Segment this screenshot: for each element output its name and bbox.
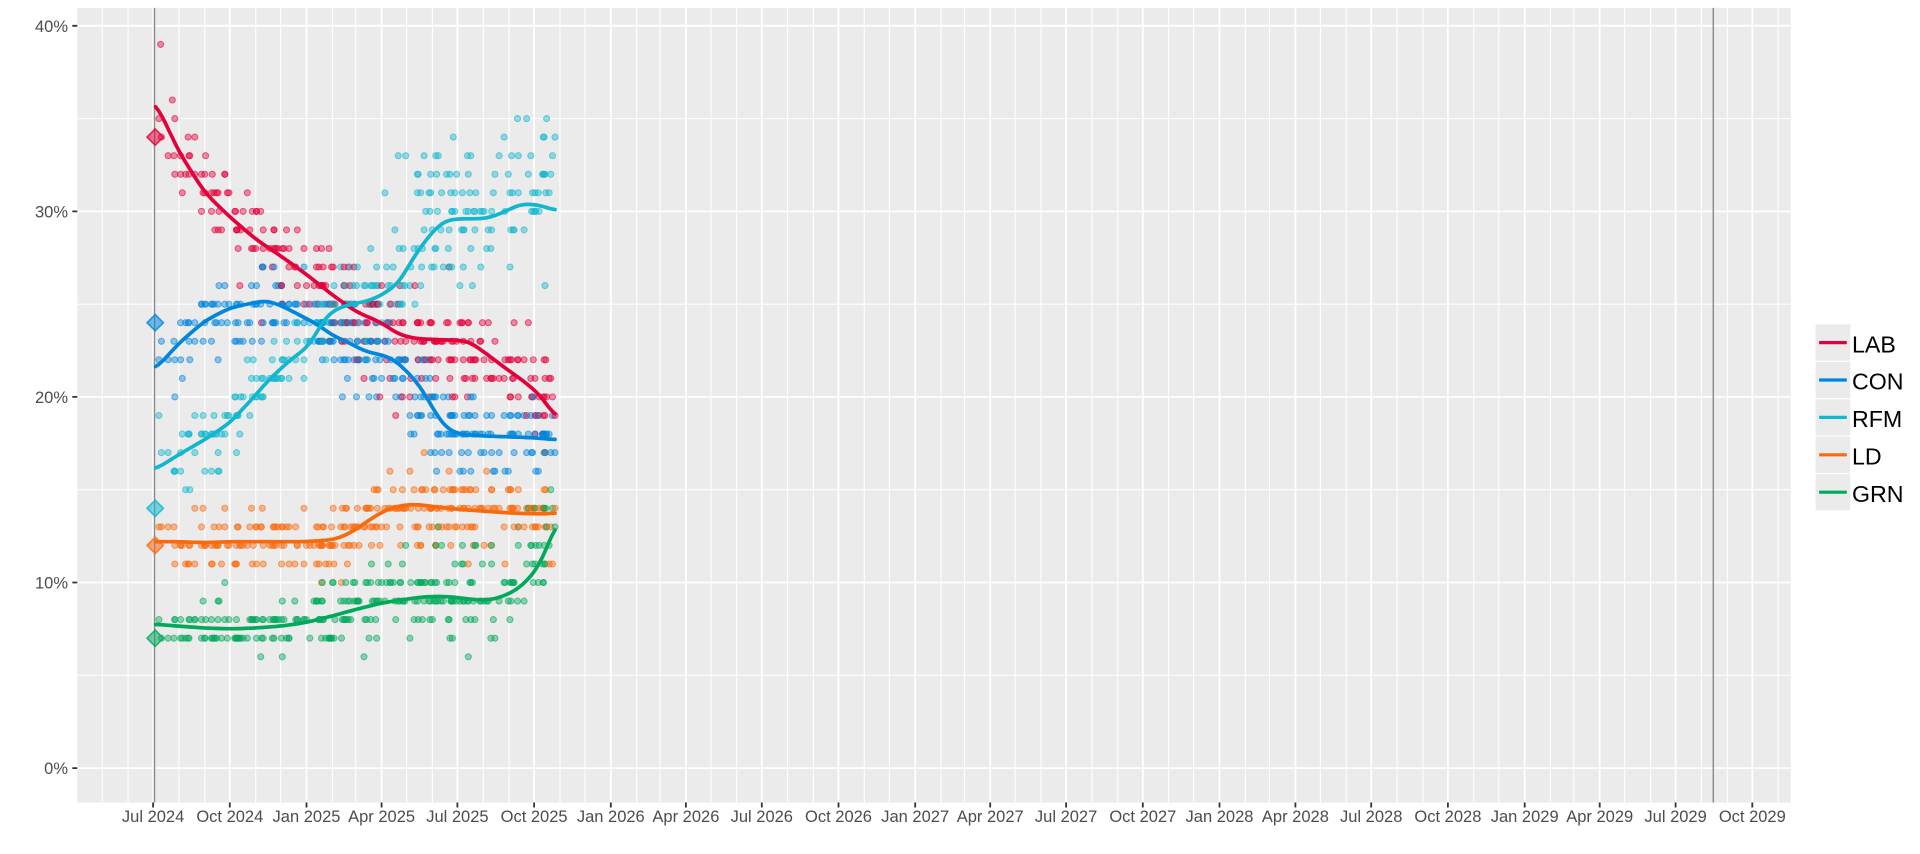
svg-text:Jul 2026: Jul 2026 [731, 808, 793, 826]
svg-text:Jan 2026: Jan 2026 [577, 808, 645, 826]
svg-text:Jul 2025: Jul 2025 [426, 808, 488, 826]
svg-text:30%: 30% [35, 204, 68, 222]
svg-text:LD: LD [1852, 444, 1882, 470]
svg-text:Oct 2025: Oct 2025 [501, 808, 568, 826]
svg-text:Jul 2024: Jul 2024 [122, 808, 184, 826]
svg-text:10%: 10% [35, 575, 68, 593]
svg-text:Jan 2025: Jan 2025 [273, 808, 341, 826]
svg-text:0%: 0% [44, 760, 68, 778]
svg-text:Oct 2028: Oct 2028 [1414, 808, 1481, 826]
svg-text:Apr 2026: Apr 2026 [652, 808, 719, 826]
svg-text:Apr 2025: Apr 2025 [348, 808, 415, 826]
svg-text:GRN: GRN [1852, 481, 1904, 507]
svg-text:Oct 2029: Oct 2029 [1719, 808, 1786, 826]
svg-text:Apr 2028: Apr 2028 [1262, 808, 1329, 826]
svg-text:Jan 2027: Jan 2027 [881, 808, 949, 826]
svg-text:20%: 20% [35, 389, 68, 407]
svg-text:Apr 2027: Apr 2027 [957, 808, 1024, 826]
svg-text:Jan 2029: Jan 2029 [1491, 808, 1559, 826]
svg-text:Oct 2024: Oct 2024 [196, 808, 263, 826]
svg-text:LAB: LAB [1852, 331, 1896, 357]
svg-text:RFM: RFM [1852, 406, 1902, 432]
svg-text:Jul 2027: Jul 2027 [1035, 808, 1097, 826]
svg-text:Oct 2027: Oct 2027 [1109, 808, 1176, 826]
svg-text:Jan 2028: Jan 2028 [1186, 808, 1254, 826]
svg-text:Jul 2029: Jul 2029 [1644, 808, 1706, 826]
svg-text:Apr 2029: Apr 2029 [1566, 808, 1633, 826]
svg-text:40%: 40% [35, 18, 68, 36]
svg-text:Jul 2028: Jul 2028 [1340, 808, 1402, 826]
svg-text:CON: CON [1852, 369, 1904, 395]
svg-text:Oct 2026: Oct 2026 [805, 808, 872, 826]
